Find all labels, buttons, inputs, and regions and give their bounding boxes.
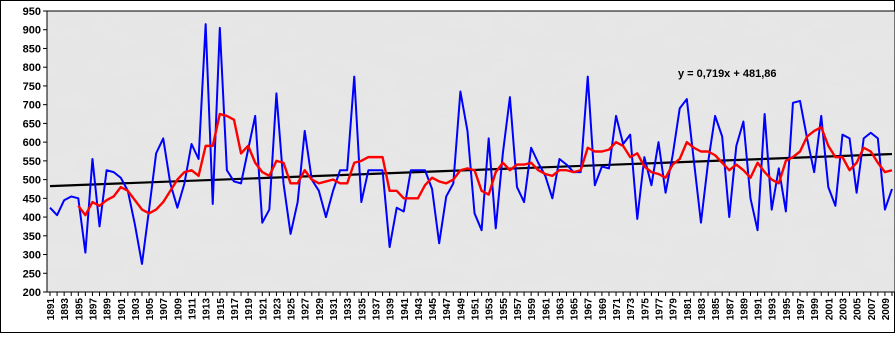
x-tick-label: 1897 — [88, 298, 99, 321]
x-tick-label: 1995 — [782, 298, 793, 321]
x-tick-label: 1913 — [202, 298, 213, 321]
y-tick-label: 450 — [23, 193, 41, 205]
series-layer — [49, 23, 893, 265]
x-tick-label: 1965 — [570, 298, 581, 321]
x-tick-label: 1891 — [46, 298, 57, 321]
x-tick-label: 1933 — [343, 298, 354, 321]
x-tick-label: 1979 — [669, 298, 680, 321]
plot-background — [46, 10, 895, 293]
y-tick-label: 850 — [23, 43, 41, 55]
x-tick-label: 1975 — [640, 298, 651, 321]
y-tick-label: 950 — [23, 6, 41, 18]
y-tick-label: 900 — [23, 25, 41, 37]
plot-frame — [46, 10, 895, 293]
x-tick-label: 1993 — [768, 298, 779, 321]
x-tick-label: 1919 — [244, 298, 255, 321]
x-tick-label: 1917 — [230, 298, 241, 321]
x-tick-label: 1999 — [810, 298, 821, 321]
x-tick-label: 1907 — [159, 298, 170, 321]
x-tick-label: 1899 — [103, 298, 114, 321]
x-tick-label: 1929 — [315, 298, 326, 321]
y-axis: 200 250 300 350 400 450 500 550 600 650 700 750 800 8… — [23, 6, 47, 299]
y-tick-label: 600 — [23, 137, 41, 149]
x-tick-label: 1943 — [414, 298, 425, 321]
x-tick-label: 1931 — [329, 298, 340, 321]
x-tick-label: 1983 — [697, 298, 708, 321]
series-line-annual — [49, 23, 893, 265]
x-tick-label: 1903 — [131, 298, 142, 321]
x-tick-label: 1947 — [442, 298, 453, 321]
y-tick-label: 550 — [23, 156, 41, 168]
y-tick-label: 500 — [23, 175, 41, 187]
x-tick-label: 1927 — [301, 298, 312, 321]
y-tick-label: 700 — [23, 100, 41, 112]
x-tick-label: 1921 — [258, 298, 269, 321]
series-line-moving-average — [77, 112, 893, 217]
x-tick-label: 1981 — [683, 298, 694, 321]
x-tick-label: 2005 — [853, 298, 864, 321]
x-tick-label: 2003 — [838, 298, 849, 321]
x-tick-label: 1957 — [513, 298, 524, 321]
y-tick-label: 350 — [23, 231, 41, 243]
x-tick-label: 2009 — [881, 298, 892, 321]
x-tick-label: 1935 — [357, 298, 368, 321]
x-tick-label: 1955 — [499, 298, 510, 321]
x-tick-label: 1991 — [754, 298, 765, 321]
x-tick-label: 1987 — [725, 298, 736, 321]
x-tick-label: 1937 — [371, 298, 382, 321]
x-tick-label: 1961 — [541, 298, 552, 321]
x-tick-label: 1945 — [428, 298, 439, 321]
y-tick-label: 800 — [23, 62, 41, 74]
y-tick-label: 200 — [23, 287, 41, 299]
x-tick-label: 1895 — [74, 298, 85, 321]
x-tick-label: 1923 — [272, 298, 283, 321]
x-axis: 1891 1893 1895 1897 1899 1901 1903 1905 1907 1909… — [46, 292, 893, 321]
y-tick-label: 750 — [23, 81, 41, 93]
x-tick-label: 1989 — [739, 298, 750, 321]
y-tick-label: 300 — [23, 250, 41, 262]
x-tick-label: 1985 — [711, 298, 722, 321]
x-tick-label: 1909 — [173, 298, 184, 321]
x-tick-label: 1973 — [626, 298, 637, 321]
y-tick-label: 400 — [23, 212, 41, 224]
x-tick-label: 1941 — [400, 298, 411, 321]
x-tick-label: 1911 — [188, 298, 199, 320]
x-tick-label: 1963 — [555, 298, 566, 321]
x-tick-label: 1905 — [145, 298, 156, 321]
y-tick-label: 650 — [23, 118, 41, 130]
x-tick-label: 1939 — [386, 298, 397, 321]
x-tick-label: 1977 — [655, 298, 666, 321]
x-tick-label: 1915 — [216, 298, 227, 321]
trendline-equation: y = 0,719x + 481,86 — [678, 68, 776, 80]
x-tick-label: 1949 — [456, 298, 467, 321]
x-tick-label: 1951 — [471, 298, 482, 321]
x-tick-label: 1893 — [60, 298, 71, 321]
x-tick-label: 2007 — [867, 298, 878, 321]
x-tick-label: 1959 — [527, 298, 538, 321]
y-tick-label: 250 — [23, 268, 41, 280]
x-tick-label: 1953 — [485, 298, 496, 321]
x-tick-label: 1969 — [598, 298, 609, 321]
x-tick-label: 1997 — [796, 298, 807, 321]
plot-area — [47, 11, 895, 292]
x-tick-label: 1967 — [584, 298, 595, 321]
x-tick-label: 1971 — [612, 298, 623, 321]
x-tick-label: 2001 — [824, 298, 835, 321]
x-tick-label: 1901 — [117, 298, 128, 321]
x-tick-label: 1925 — [287, 298, 298, 321]
